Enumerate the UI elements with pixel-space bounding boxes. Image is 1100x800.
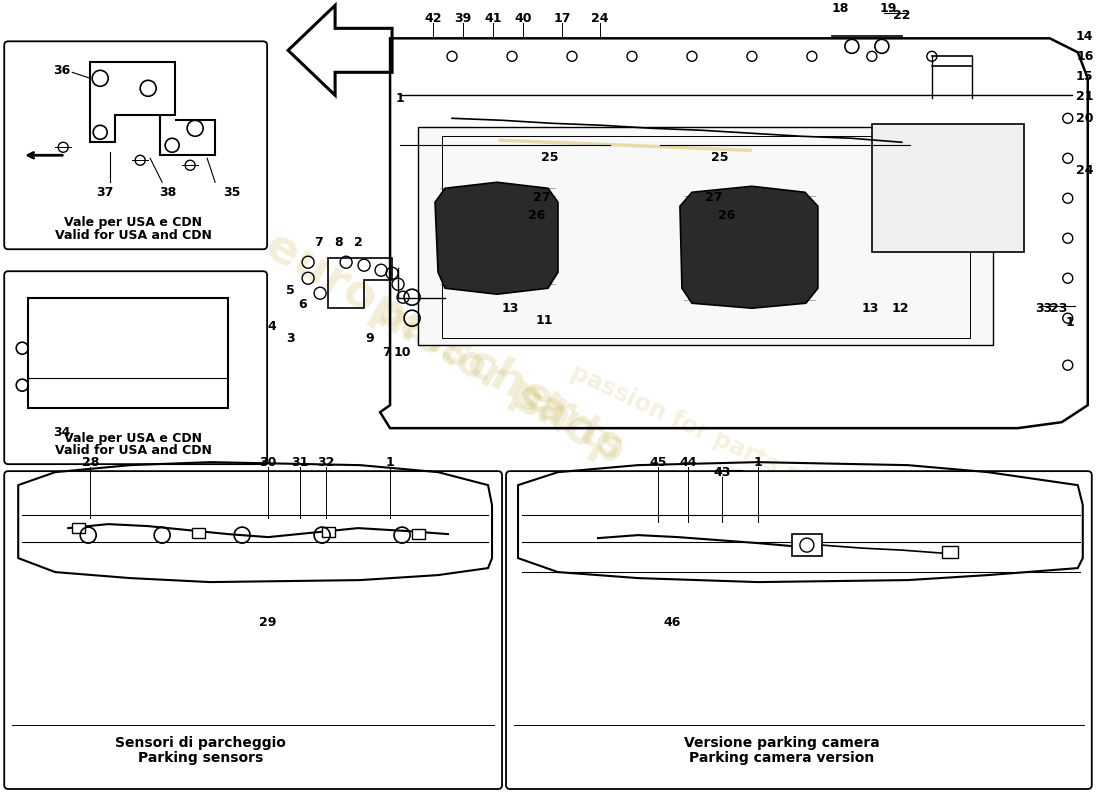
Text: 8: 8 (333, 236, 342, 249)
Text: 15: 15 (1076, 70, 1093, 83)
Text: 6: 6 (298, 298, 307, 310)
FancyBboxPatch shape (192, 528, 205, 538)
Text: 32: 32 (318, 456, 334, 469)
Text: 38: 38 (160, 186, 177, 198)
Text: 14: 14 (1076, 30, 1093, 43)
FancyBboxPatch shape (418, 127, 993, 345)
Polygon shape (434, 182, 558, 294)
Text: 26: 26 (528, 209, 546, 222)
Text: 34: 34 (54, 426, 70, 438)
FancyBboxPatch shape (942, 546, 958, 558)
Text: 24: 24 (591, 12, 608, 25)
Text: 1: 1 (1066, 316, 1075, 329)
Text: passion for parts shop...: passion for parts shop... (568, 360, 872, 520)
Text: Valid for USA and CDN: Valid for USA and CDN (55, 229, 211, 242)
Text: 46: 46 (663, 615, 681, 629)
Text: europäischer: europäischer (257, 223, 583, 438)
Text: Valid for USA and CDN: Valid for USA and CDN (55, 444, 211, 457)
Text: 21: 21 (1076, 90, 1093, 102)
Text: motor parts: motor parts (368, 293, 631, 468)
Text: 11: 11 (536, 314, 553, 326)
Text: 13: 13 (861, 302, 879, 314)
Text: 18: 18 (832, 2, 848, 15)
Text: 22: 22 (893, 9, 911, 22)
FancyBboxPatch shape (4, 271, 267, 464)
FancyBboxPatch shape (872, 124, 1024, 252)
FancyBboxPatch shape (412, 529, 425, 539)
Text: Sensori di parcheggio: Sensori di parcheggio (114, 736, 286, 750)
Text: 2: 2 (354, 236, 363, 249)
Text: 4: 4 (267, 320, 276, 333)
FancyBboxPatch shape (4, 471, 502, 789)
Text: 27: 27 (534, 190, 551, 204)
Text: 1: 1 (754, 456, 762, 469)
Text: 10: 10 (394, 346, 410, 358)
Text: 43: 43 (713, 466, 730, 478)
Text: 13: 13 (502, 302, 519, 314)
Text: 28: 28 (81, 456, 99, 469)
FancyBboxPatch shape (322, 527, 335, 537)
Text: 12: 12 (891, 302, 909, 314)
Text: 44: 44 (679, 456, 696, 469)
Text: 45: 45 (649, 456, 667, 469)
Text: 37: 37 (97, 186, 114, 198)
Text: 33: 33 (1035, 302, 1053, 314)
Text: 16: 16 (1076, 50, 1093, 63)
Text: 3: 3 (286, 332, 295, 345)
Text: 24: 24 (1076, 164, 1093, 177)
Text: 31: 31 (292, 456, 309, 469)
Text: 7: 7 (314, 236, 322, 249)
FancyBboxPatch shape (4, 42, 267, 250)
Text: 7: 7 (382, 346, 390, 358)
Text: Parking sensors: Parking sensors (138, 751, 263, 765)
Text: Parking camera version: Parking camera version (690, 751, 875, 765)
Text: 26: 26 (718, 209, 736, 222)
Text: 40: 40 (515, 12, 531, 25)
Text: 9: 9 (366, 332, 374, 345)
Text: 19: 19 (879, 2, 896, 15)
Polygon shape (680, 186, 818, 308)
Text: 25: 25 (541, 150, 559, 164)
Text: 39: 39 (454, 12, 472, 25)
Text: 25: 25 (712, 150, 728, 164)
Text: shop: shop (507, 376, 632, 474)
Text: 36: 36 (54, 64, 70, 77)
Text: 30: 30 (260, 456, 277, 469)
Text: 1: 1 (396, 92, 405, 105)
Text: 29: 29 (260, 615, 277, 629)
Text: 23: 23 (1050, 302, 1067, 314)
FancyBboxPatch shape (29, 298, 228, 408)
Text: Vale per USA e CDN: Vale per USA e CDN (64, 216, 202, 229)
Text: 20: 20 (1076, 112, 1093, 125)
Text: 35: 35 (223, 186, 241, 198)
Text: Versione parking camera: Versione parking camera (684, 736, 880, 750)
Text: Vale per USA e CDN: Vale per USA e CDN (64, 432, 202, 445)
FancyBboxPatch shape (792, 534, 822, 556)
Text: 1: 1 (386, 456, 395, 469)
Text: 41: 41 (484, 12, 502, 25)
FancyBboxPatch shape (506, 471, 1092, 789)
Text: 27: 27 (705, 190, 723, 204)
Text: 17: 17 (553, 12, 571, 25)
Text: 5: 5 (286, 284, 295, 297)
Text: 42: 42 (425, 12, 442, 25)
FancyBboxPatch shape (73, 523, 85, 533)
